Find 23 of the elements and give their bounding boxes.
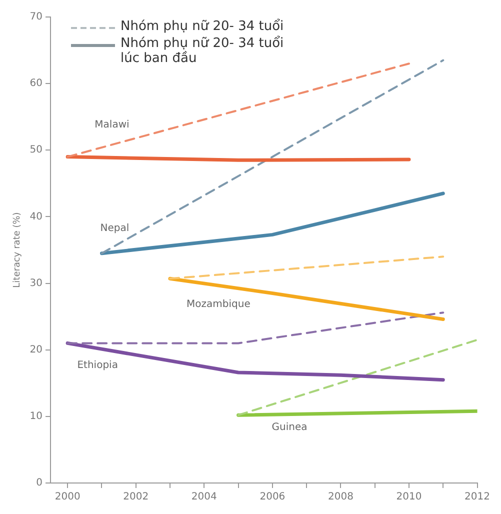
annotation: Ethiopia [77,360,118,371]
annotation: Malawi [94,119,130,130]
x-tick-label: 2008 [328,492,354,503]
y-tick-label: 30 [30,278,43,289]
y-tick-label: 50 [30,144,43,156]
y-tick-label: 20 [30,344,43,356]
x-tick-label: 2010 [396,492,422,503]
y-axis-title: Literacy rate (%) [12,212,23,288]
annotation: Guinea [272,422,308,434]
x-tick-label: 2002 [123,492,149,503]
x-tick-label: 2004 [191,492,217,503]
legend-label: Nhóm phụ nữ 20- 34 tuổi [120,19,284,34]
x-tick-label: 2006 [260,492,286,503]
x-tick-label: 2012 [464,492,490,503]
legend-label: Nhóm phụ nữ 20- 34 tuổi lúc ban đầu [120,36,285,66]
x-tick-label: 2000 [54,492,80,503]
annotation: Nepal [100,222,130,234]
y-tick-label: 60 [30,78,43,90]
y-tick-label: 70 [30,12,43,23]
annotation: Mozambique [186,298,250,310]
y-tick-label: 10 [30,411,43,422]
y-tick-label: 40 [30,211,43,222]
y-tick-label: 0 [36,478,43,489]
